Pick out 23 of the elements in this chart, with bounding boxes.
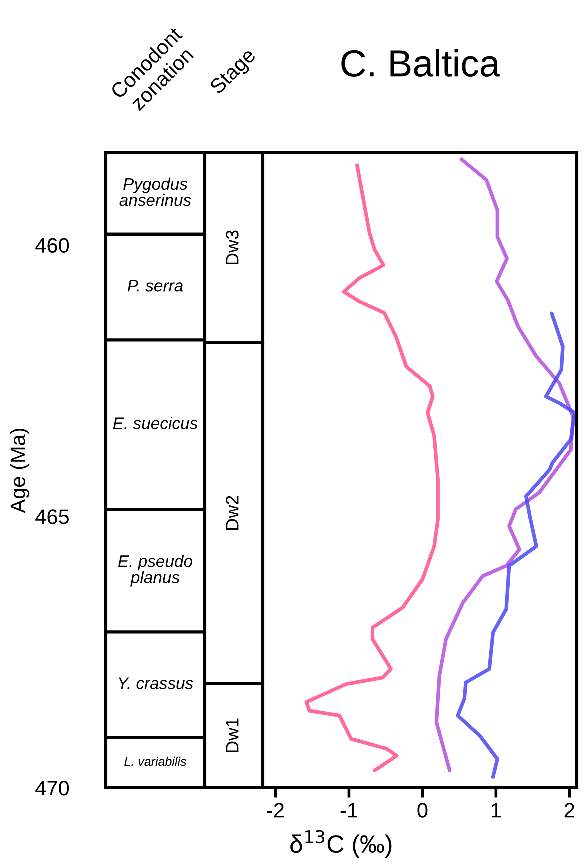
band-label: L. variabilis (124, 756, 187, 766)
x-tick-label: 0 (418, 803, 428, 818)
line-series (456, 312, 577, 779)
band-label: Y. crassus (119, 678, 194, 690)
x-tick-label: 1 (492, 803, 501, 818)
x-tick-label: -2 (267, 803, 284, 818)
x-axis-title: δ$^{13}$C (‰) (290, 830, 392, 858)
band-label: Pygodus anserinus (120, 178, 192, 206)
y-tick-label: 460 (36, 238, 70, 254)
y-tick-label: 465 (36, 510, 70, 524)
x-tick-label: -1 (340, 803, 358, 818)
band-label: Dw1 (226, 718, 239, 752)
y-axis-title: Age (Ma) (10, 428, 30, 514)
band-label: E. pseudo planus (118, 555, 192, 587)
y-tick-label: 470 (36, 781, 70, 796)
band-label: Dw3 (226, 230, 239, 265)
chart-title: C. Baltica (342, 49, 500, 77)
band-label: Dw2 (226, 496, 239, 530)
line-series (304, 164, 440, 772)
band-label: E. suecicus (113, 417, 198, 430)
line-series (434, 158, 576, 772)
band-label: P. serra (128, 280, 184, 292)
x-tick-label: 2 (564, 803, 574, 818)
